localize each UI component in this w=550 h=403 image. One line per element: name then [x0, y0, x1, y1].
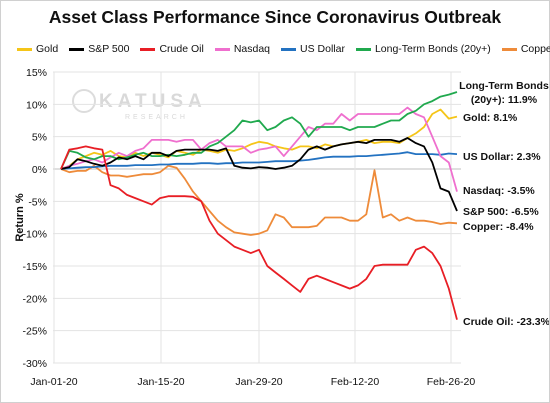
- watermark-text: KATUSA: [99, 91, 207, 112]
- x-tick-label: Jan-29-20: [235, 376, 282, 388]
- y-tick-label: 10%: [26, 99, 47, 111]
- legend-item-gold: Gold: [17, 43, 58, 55]
- y-tick-label: -15%: [22, 261, 47, 273]
- legend-item-crude-oil: Crude Oil: [140, 43, 204, 55]
- y-tick-label: 0%: [32, 164, 47, 176]
- series-line-crude-oil: [60, 145, 458, 320]
- legend-swatch: [214, 47, 230, 51]
- legend-label: S&P 500: [88, 43, 130, 55]
- legend-label: Nasdaq: [233, 43, 271, 55]
- y-tick-label: -10%: [22, 229, 47, 241]
- y-tick-label: -5%: [28, 196, 47, 208]
- y-tick-label: -25%: [22, 326, 47, 338]
- end-label-nasdaq: Nasdaq: -3.5%: [463, 185, 535, 197]
- watermark-subtext: RESEARCH: [125, 114, 188, 121]
- end-label-s-p-500: S&P 500: -6.5%: [463, 206, 539, 218]
- x-tick-label: Feb-12-20: [331, 376, 380, 388]
- legend-swatch: [355, 47, 371, 51]
- legend-label: US Dollar: [300, 43, 345, 55]
- series-line-long-term-bonds-20y: [60, 91, 458, 170]
- series-line-nasdaq: [60, 106, 458, 192]
- chart-title: Asset Class Performance Since Coronaviru…: [48, 7, 502, 27]
- series-line-us-dollar: [60, 151, 458, 170]
- legend-item-s-p-500: S&P 500: [69, 43, 129, 55]
- watermark-icon: [72, 89, 96, 113]
- legend-swatch: [501, 47, 517, 51]
- end-label-gold: Gold: 8.1%: [463, 112, 518, 124]
- legend-item-nasdaq: Nasdaq: [214, 43, 271, 55]
- chart-legend: Gold S&P 500 Crude Oil Nasdaq US Dollar Long-…: [17, 43, 550, 55]
- legend-item-copper: Copper: [501, 43, 550, 55]
- legend-swatch: [281, 47, 297, 51]
- end-label-long-term-bonds: Long-Term Bonds: [459, 80, 549, 92]
- legend-label: Crude Oil: [159, 43, 204, 55]
- legend-swatch: [69, 47, 85, 51]
- end-label-long-term-bonds-cont: (20y+): 11.9%: [471, 94, 538, 106]
- series-line-s-p-500: [60, 137, 458, 212]
- end-label-crude-oil: Crude Oil: -23.3%: [463, 316, 549, 328]
- x-tick-label: Jan-15-20: [137, 376, 184, 388]
- y-tick-label: -30%: [22, 358, 47, 370]
- series-line-copper: [60, 164, 458, 236]
- y-tick-label: 5%: [32, 132, 47, 144]
- y-axis-label: Return %: [14, 193, 26, 242]
- legend-swatch: [140, 47, 156, 51]
- legend-label: Gold: [36, 43, 59, 55]
- x-tick-label: Jan-01-20: [30, 376, 77, 388]
- end-label-copper: Copper: -8.4%: [463, 221, 534, 233]
- y-tick-label: -20%: [22, 293, 47, 305]
- y-tick-label: 15%: [26, 67, 47, 79]
- legend-item-us-dollar: US Dollar: [281, 43, 345, 55]
- watermark-logo: KATUSA RESEARCH: [72, 89, 207, 121]
- legend-item-long-term-bonds-20y: Long-Term Bonds (20y+): [355, 43, 491, 55]
- legend-label: Long-Term Bonds (20y+): [374, 43, 491, 55]
- legend-label: Copper: [520, 43, 550, 55]
- end-label-us-dollar: US Dollar: 2.3%: [463, 151, 541, 163]
- legend-swatch: [17, 47, 32, 51]
- x-tick-label: Feb-26-20: [427, 376, 476, 388]
